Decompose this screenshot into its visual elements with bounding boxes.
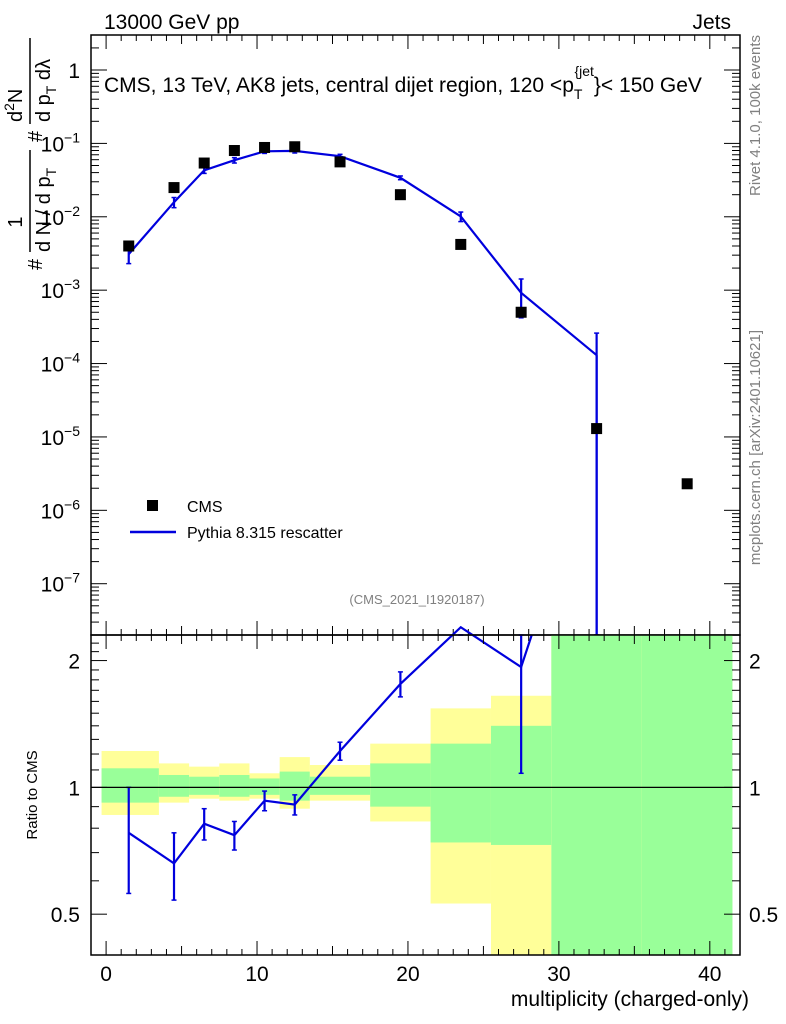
ratio-y-tick-label-right: 0.5 [749, 904, 778, 927]
x-tick-label: 30 [547, 963, 570, 986]
band-inner-3 [219, 774, 250, 797]
ylabel-hash: # [25, 258, 47, 270]
cms-data-point [334, 156, 346, 168]
main-y-tick-label: 10−1 [41, 129, 81, 156]
main-y-tick-exp: −2 [64, 203, 80, 219]
cms-data-point [681, 478, 693, 490]
ylabel-frac2-dl: dλ [33, 59, 55, 86]
ratio-uncertainty-bands [101, 635, 733, 955]
main-y-tick-label: 1 [68, 60, 80, 83]
ylabel-hash2: # [25, 130, 47, 142]
main-y-tick-base: 10 [41, 354, 64, 377]
legend: CMS Pythia 8.315 rescatter [130, 499, 343, 542]
x-axis-label: multiplicity (charged-only) [511, 988, 749, 1011]
band-inner-7 [370, 763, 431, 807]
legend-cms-marker [147, 500, 158, 511]
main-y-tick-label: 10−7 [41, 570, 81, 597]
main-y-tick-exp: −4 [64, 350, 80, 366]
main-y-tick-exp: −7 [64, 570, 80, 586]
main-y-tick-base: 10 [41, 500, 64, 523]
analysis-tag: (CMS_2021_I1920187) [349, 592, 484, 607]
ylabel-frac-den: d N / d pT [33, 167, 59, 252]
mc-line [127, 149, 598, 357]
legend-cms-label: CMS [187, 499, 223, 516]
main-y-tick-base: 10 [41, 574, 64, 597]
header-left-label: 13000 GeV pp [104, 11, 239, 34]
cms-data-point [591, 423, 603, 435]
ratio-y-tick-label-left: 2 [68, 651, 80, 674]
ylabel-one: 1 [5, 216, 27, 227]
main-y-tick-exp: −3 [64, 276, 80, 292]
cms-data-point [394, 189, 406, 201]
cms-data-point [228, 145, 240, 157]
band-inner-11 [641, 635, 733, 955]
main-y-tick-base: 10 [41, 427, 64, 450]
band-inner-4 [249, 778, 280, 795]
main-y-tick-exp: −5 [64, 423, 80, 439]
x-tick-labels: 0 10 20 30 40 [100, 963, 721, 986]
ratio-y-tick-label-right: 1 [749, 777, 761, 800]
ylabel-frac-den-sub: T [43, 167, 59, 176]
header-right-label: Jets [692, 11, 731, 34]
main-y-tick-label: 10−5 [41, 423, 81, 450]
ratio-mc-series [91, 625, 740, 901]
y-axis-label-ratio: Ratio to CMS [24, 750, 41, 839]
mc-series-main [126, 148, 600, 636]
main-y-tick-base: 10 [41, 207, 64, 230]
ratio-y-tick-label-left: 1 [68, 777, 80, 800]
x-tick-label: 20 [396, 963, 419, 986]
ratio-panel-axes: 0.5 0.5 1 1 2 2 [51, 634, 778, 956]
main-y-tick-exp: −1 [64, 129, 80, 145]
main-y-tick-label: 10−3 [41, 276, 81, 303]
cms-data-point [198, 157, 210, 169]
cms-data-point [289, 141, 301, 153]
main-y-tick-label: 10−6 [41, 496, 81, 523]
y-axis-label-main: # 1 d N / d pT # d2N d pT dλ [1, 38, 59, 270]
main-panel-axes: 110−110−210−310−410−510−610−7 [41, 34, 741, 636]
title-prefix: CMS, 13 TeV, AK8 jets, central dijet reg… [104, 74, 562, 97]
rivet-version-label: Rivet 4.1.0, 100k events [747, 35, 764, 196]
ylabel-frac2-den: d pT dλ [33, 59, 59, 122]
main-y-tick-label: 10−4 [41, 350, 81, 377]
x-tick-label: 0 [100, 963, 112, 986]
ylabel-frac2-dp: d p [33, 94, 55, 122]
x-tick-label: 40 [698, 963, 721, 986]
cms-data-point [168, 182, 180, 194]
main-frame [90, 34, 741, 636]
ylabel-frac2-n: N [5, 89, 27, 103]
main-y-tick-base: 10 [41, 280, 64, 303]
main-y-tick-label: 10−2 [41, 203, 81, 230]
band-inner-6 [309, 776, 371, 795]
title-pt: p [562, 74, 574, 97]
data-series-main [123, 141, 693, 490]
band-inner-0 [101, 768, 159, 803]
title-pt-sub: T [574, 86, 583, 102]
cms-data-point [515, 306, 527, 318]
mcplots-label: mcplots.cern.ch [arXiv:2401.10621] [747, 330, 764, 565]
main-y-tick-base: 10 [41, 133, 64, 156]
ylabel-frac2-d: d [5, 111, 27, 122]
x-tick-label: 10 [245, 963, 268, 986]
ratio-frame [90, 634, 741, 956]
cms-data-point [123, 240, 135, 252]
main-y-tick-exp: −6 [64, 496, 80, 512]
title-suffix: }< 150 GeV [594, 74, 702, 97]
legend-mc-label: Pythia 8.315 rescatter [187, 525, 343, 542]
ylabel-frac2-sup: 2 [1, 103, 17, 111]
band-inner-2 [189, 776, 220, 795]
band-inner-8 [430, 743, 491, 843]
ylabel-frac2-num: d2N [1, 89, 27, 122]
ylabel-frac2-den-sub: T [43, 85, 59, 94]
cms-data-point [259, 141, 271, 153]
ratio-y-tick-label-left: 0.5 [51, 904, 80, 927]
ratio-y-tick-label-right: 2 [749, 651, 761, 674]
band-inner-1 [158, 774, 190, 797]
band-inner-10 [551, 635, 642, 955]
cms-data-point [455, 238, 467, 250]
title-pt-sup: {jet [574, 63, 594, 79]
ylabel-frac-den-main: d N / d p [33, 176, 55, 252]
chart-title: CMS, 13 TeV, AK8 jets, central dijet reg… [104, 63, 702, 102]
